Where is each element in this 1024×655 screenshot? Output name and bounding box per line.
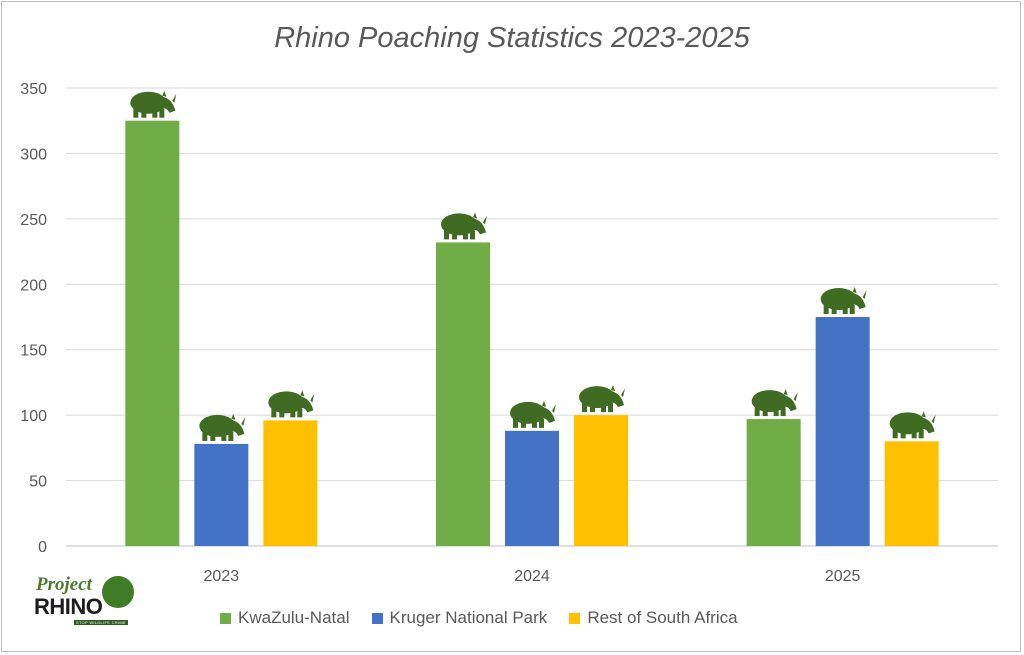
- bar-2025-0[interactable]: [746, 419, 801, 546]
- x-tick-label: 2023: [204, 568, 240, 585]
- y-tick-label: 0: [38, 539, 47, 556]
- rhino-icon: [889, 411, 936, 439]
- chart-title: Rhino Poaching Statistics 2023-2025: [274, 22, 750, 54]
- x-tick-label: 2024: [514, 568, 550, 585]
- y-tick-label: 150: [20, 343, 47, 360]
- legend: KwaZulu-Natal Kruger National Park Rest …: [220, 608, 760, 628]
- bar-2025-2[interactable]: [884, 441, 939, 546]
- legend-label: KwaZulu-Natal: [238, 608, 350, 627]
- rhino-icon: [510, 400, 556, 428]
- bar-2023-2[interactable]: [263, 420, 318, 546]
- legend-swatch: [220, 612, 231, 624]
- rhino-logo-icon: [102, 576, 134, 608]
- rhino-icon: [820, 287, 867, 314]
- bar-2023-0[interactable]: [125, 120, 180, 546]
- y-tick-label: 250: [20, 212, 47, 229]
- legend-item-rest-of-south-africa[interactable]: Rest of South Africa: [569, 608, 738, 628]
- bar-2023-1[interactable]: [194, 443, 249, 546]
- rhino-icon: [268, 390, 315, 418]
- y-tick-label: 300: [20, 146, 47, 163]
- rhino-icon: [130, 90, 177, 118]
- y-tick-label: 100: [20, 408, 47, 425]
- x-tick-label: 2025: [825, 568, 861, 585]
- legend-label: Rest of South Africa: [587, 608, 738, 627]
- bar-2024-1[interactable]: [505, 430, 559, 546]
- y-axis: 0 50 100 150 200 250 300 350: [20, 81, 47, 556]
- bar-2024-0[interactable]: [436, 242, 490, 546]
- legend-swatch: [371, 612, 383, 624]
- x-axis: 2023 2024 2025: [204, 568, 861, 585]
- y-tick-label: 350: [20, 81, 47, 98]
- project-rhino-logo: Project RHINO STOP WILDLIFE CRIME: [30, 574, 140, 634]
- logo-project-text: Project: [36, 574, 92, 595]
- y-tick-label: 200: [20, 277, 47, 294]
- logo-rhino-text: RHINO: [34, 594, 103, 619]
- rhino-markers: [130, 90, 936, 441]
- y-tick-label: 50: [29, 474, 47, 491]
- rhino-icon: [579, 385, 625, 413]
- logo-tagline: STOP WILDLIFE CRIME: [74, 620, 129, 625]
- rhino-icon: [441, 212, 487, 240]
- legend-item-kruger-national-park[interactable]: Kruger National Park: [371, 608, 548, 628]
- rhino-icon: [751, 389, 798, 417]
- legend-item-kwazulu-natal[interactable]: KwaZulu-Natal: [220, 608, 350, 628]
- bars: [125, 120, 939, 546]
- bar-2025-1[interactable]: [815, 317, 870, 546]
- legend-label: Kruger National Park: [389, 608, 548, 627]
- legend-swatch: [569, 612, 581, 624]
- bar-2024-2[interactable]: [574, 415, 628, 546]
- rhino-icon: [199, 413, 246, 441]
